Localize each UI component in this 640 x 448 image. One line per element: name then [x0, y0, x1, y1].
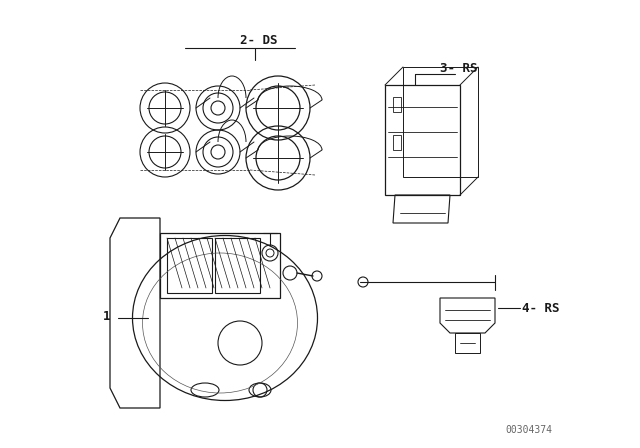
Text: 1: 1 — [103, 310, 111, 323]
Text: 00304374: 00304374 — [505, 425, 552, 435]
Bar — [393, 135, 401, 150]
Text: 4- RS: 4- RS — [522, 302, 559, 314]
Bar — [167, 238, 212, 293]
Bar — [160, 233, 280, 298]
Bar — [393, 97, 401, 112]
Text: 2- DS: 2- DS — [240, 34, 278, 47]
Text: 3- RS: 3- RS — [440, 61, 477, 74]
Bar — [215, 238, 260, 293]
